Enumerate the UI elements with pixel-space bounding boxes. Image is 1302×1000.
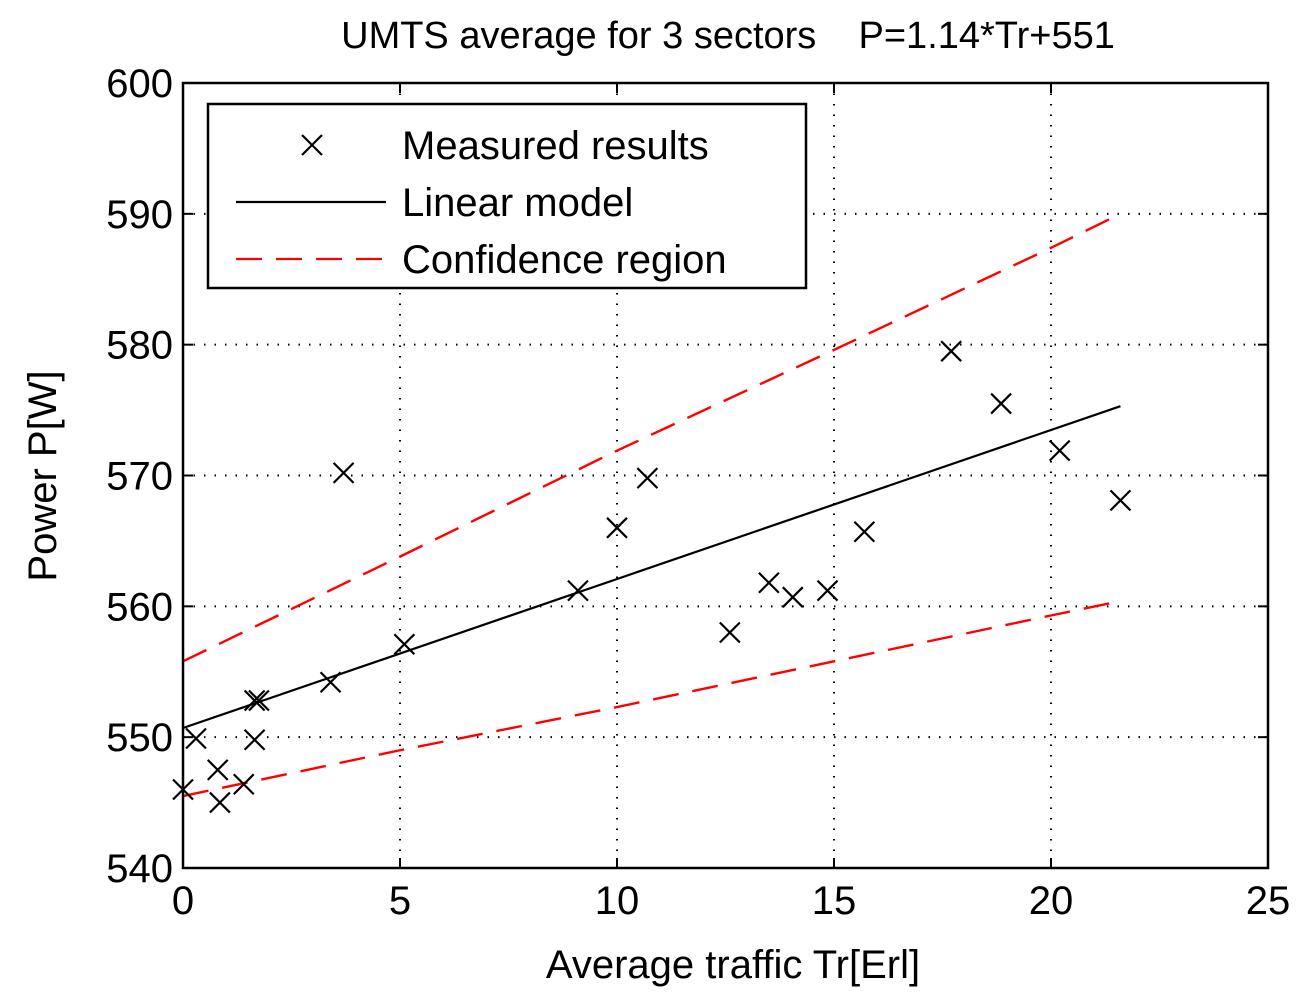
data-point bbox=[940, 340, 962, 362]
legend-label: Confidence region bbox=[402, 238, 727, 282]
data-point bbox=[758, 572, 780, 594]
x-tick-label: 5 bbox=[389, 879, 411, 923]
axis-ticks: 0 5 10 15 20 25 540 550 560 570 580 590 600 bbox=[106, 62, 1290, 923]
grid bbox=[183, 83, 1268, 868]
confidence-region-line bbox=[182, 599, 1121, 798]
data-point bbox=[243, 689, 266, 712]
x-tick-label: 0 bbox=[172, 879, 194, 923]
data-point bbox=[1048, 439, 1071, 462]
y-tick-label: 590 bbox=[106, 193, 173, 237]
data-point bbox=[636, 467, 659, 489]
y-tick-label: 540 bbox=[106, 847, 173, 891]
data-point bbox=[816, 579, 839, 602]
y-axis-label: Power P[W] bbox=[21, 370, 65, 581]
data-point bbox=[853, 520, 876, 543]
legend: Measured results Linear model Confidence r… bbox=[206, 102, 808, 290]
y-tick-label: 570 bbox=[106, 455, 173, 499]
x-tick-label: 10 bbox=[595, 879, 640, 923]
data-point bbox=[332, 462, 355, 484]
x-tick-label: 20 bbox=[1029, 879, 1074, 923]
legend-label: Linear model bbox=[402, 181, 633, 225]
y-tick-label: 560 bbox=[106, 585, 173, 629]
x-axis-label: Average traffic Tr[Erl] bbox=[546, 943, 920, 987]
data-point bbox=[232, 773, 255, 796]
chart-title: UMTS average for 3 sectors P=1.14*Tr+551 bbox=[341, 15, 1115, 57]
confidence-region-line bbox=[182, 212, 1121, 663]
data-point bbox=[209, 791, 231, 814]
data-point bbox=[393, 633, 416, 656]
legend-marker bbox=[301, 134, 323, 156]
data-point bbox=[185, 727, 207, 750]
x-tick-label: 15 bbox=[812, 879, 857, 923]
data-point bbox=[606, 517, 628, 539]
data-point bbox=[781, 586, 804, 608]
data-point bbox=[243, 729, 266, 751]
series-layer bbox=[172, 212, 1132, 814]
data-point bbox=[990, 392, 1012, 415]
linear-model-line bbox=[182, 405, 1121, 730]
data-point bbox=[567, 579, 589, 602]
data-point bbox=[248, 689, 270, 712]
data-point bbox=[206, 759, 229, 781]
legend-box bbox=[206, 102, 808, 290]
y-tick-label: 580 bbox=[106, 324, 173, 368]
x-tick-label: 25 bbox=[1246, 879, 1291, 923]
y-tick-label: 550 bbox=[106, 716, 173, 760]
data-point bbox=[319, 671, 342, 693]
data-point bbox=[719, 621, 741, 644]
legend-label: Measured results bbox=[402, 124, 709, 168]
y-tick-label: 600 bbox=[106, 62, 173, 106]
legend-entries: Measured results Linear model Confidence r… bbox=[236, 124, 727, 282]
data-point bbox=[1109, 489, 1132, 512]
